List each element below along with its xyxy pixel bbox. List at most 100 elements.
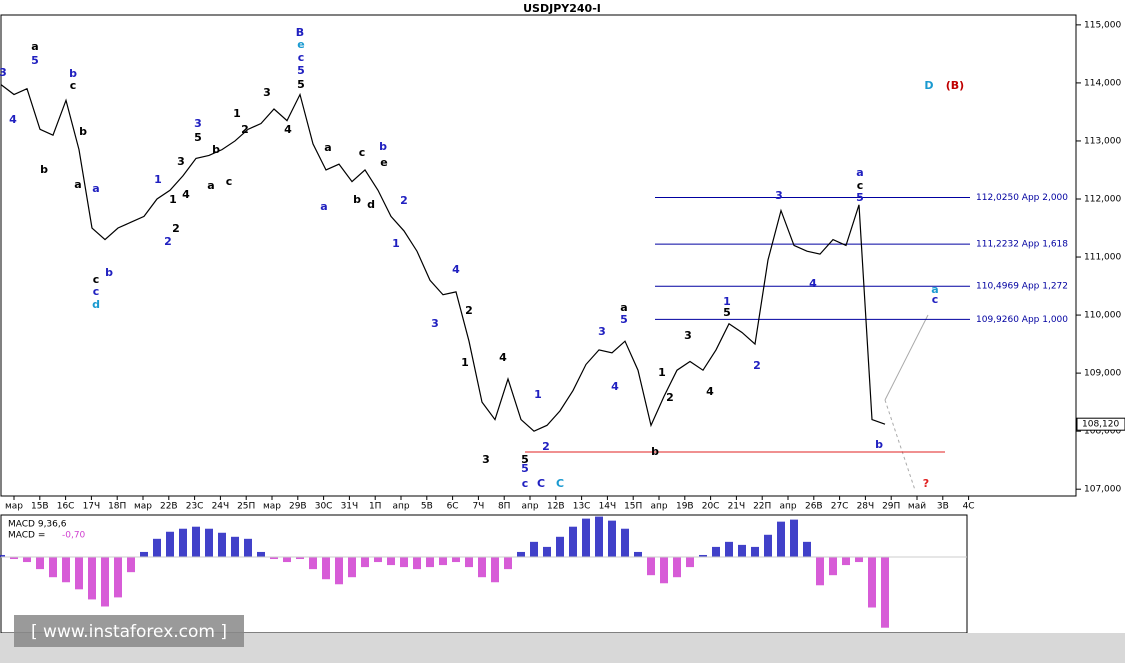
macd-bar xyxy=(777,521,785,557)
x-tick-label: 12В xyxy=(547,502,565,512)
macd-bar xyxy=(634,551,642,557)
y-tick-label: 108,000 xyxy=(1084,427,1121,437)
macd-bar xyxy=(322,557,330,580)
x-tick-label: 23С xyxy=(186,502,204,512)
wave-label: 3 xyxy=(263,86,271,99)
fib-label: 111,2232 App 1,618 xyxy=(976,240,1068,250)
wave-label: a xyxy=(856,166,863,179)
wave-label: 4 xyxy=(182,188,190,201)
macd-bar xyxy=(218,532,226,557)
x-tick-label: 17Ч xyxy=(83,502,101,512)
x-tick-label: 18П xyxy=(108,502,126,512)
fib-label: 109,9260 App 1,000 xyxy=(976,315,1068,325)
wave-label: c xyxy=(932,293,939,306)
macd-bar xyxy=(439,557,447,566)
wave-label: 4 xyxy=(706,385,714,398)
wave-label: 2 xyxy=(172,222,180,235)
macd-bar xyxy=(36,557,44,570)
y-tick-label: 110,000 xyxy=(1084,311,1121,321)
wave-label: 1 xyxy=(169,193,177,206)
wave-label: c xyxy=(522,477,529,490)
wave-label: c xyxy=(298,51,305,64)
x-tick-label: 5В xyxy=(421,502,433,512)
chart-title: USDJPY240-I xyxy=(523,2,601,15)
wave-label: 5 xyxy=(194,131,202,144)
macd-bar xyxy=(192,526,200,557)
x-tick-label: 16С xyxy=(57,502,75,512)
y-tick-label: 115,000 xyxy=(1084,20,1121,30)
wave-label: 3 xyxy=(482,453,490,466)
x-tick-label: 24Ч xyxy=(212,502,230,512)
x-tick-label: мар xyxy=(134,502,152,512)
x-tick-label: 27С xyxy=(831,502,849,512)
x-tick-label: 4С xyxy=(963,502,975,512)
macd-bar xyxy=(88,557,96,600)
projection-line xyxy=(884,314,929,401)
x-tick-label: 22П xyxy=(753,502,771,512)
x-tick-label: 30С xyxy=(315,502,333,512)
wave-label: 3 xyxy=(0,66,7,79)
wave-label: 2 xyxy=(164,235,172,248)
macd-bar xyxy=(114,557,122,598)
wave-label: 5 xyxy=(856,191,864,204)
wave-label: 2 xyxy=(753,359,761,372)
price-line xyxy=(0,84,886,432)
wave-label: b xyxy=(379,140,387,153)
x-tick-label: 3В xyxy=(937,502,949,512)
macd-bar xyxy=(62,557,70,583)
x-tick-label: 7Ч xyxy=(472,502,484,512)
macd-bar xyxy=(660,557,668,584)
wave-label: 3 xyxy=(194,117,202,130)
x-tick-label: 29П xyxy=(882,502,900,512)
wave-label: b xyxy=(353,193,361,206)
wave-label: C xyxy=(556,477,564,490)
wave-label: ? xyxy=(923,477,929,490)
wave-label: B xyxy=(296,26,304,39)
wave-label: 4 xyxy=(9,113,17,126)
macd-bar xyxy=(517,551,525,557)
wave-label: 5 xyxy=(521,462,529,475)
wave-label: 2 xyxy=(400,194,408,207)
wave-label: c xyxy=(857,179,864,192)
macd-bar xyxy=(829,557,837,576)
macd-bar xyxy=(543,546,551,557)
macd-bar xyxy=(530,541,538,557)
macd-bar xyxy=(374,557,382,563)
macd-bar xyxy=(309,557,317,570)
wave-label: c xyxy=(93,285,100,298)
macd-bar xyxy=(23,557,31,563)
wave-label: b xyxy=(875,438,883,451)
main-frame xyxy=(0,14,1077,497)
macd-bar xyxy=(686,557,694,568)
macd-bar xyxy=(855,557,863,563)
macd-bar xyxy=(465,557,473,568)
x-tick-label: 8П xyxy=(498,502,511,512)
x-tick-label: мар xyxy=(5,502,23,512)
wave-label: e xyxy=(380,156,387,169)
x-tick-label: 22В xyxy=(160,502,178,512)
macd-bar xyxy=(231,536,239,557)
wave-label: 5 xyxy=(521,453,529,466)
x-tick-label: 15В xyxy=(31,502,49,512)
macd-bar xyxy=(166,531,174,557)
macd-bar xyxy=(153,538,161,557)
y-tick-label: 107,000 xyxy=(1084,485,1121,495)
x-tick-label: апр xyxy=(392,502,409,512)
macd-bar xyxy=(0,554,5,557)
macd-bar xyxy=(569,526,577,557)
macd-bar xyxy=(595,516,603,557)
macd-bar xyxy=(140,551,148,557)
wave-label: 1 xyxy=(233,107,241,120)
x-tick-label: апр xyxy=(650,502,667,512)
x-tick-label: 1П xyxy=(369,502,382,512)
macd-bar xyxy=(49,557,57,578)
macd-bar xyxy=(348,557,356,578)
wave-label: 1 xyxy=(154,173,162,186)
macd-bar xyxy=(75,557,83,590)
wave-label: a xyxy=(324,141,331,154)
wave-label: b xyxy=(69,67,77,80)
wave-label: 3 xyxy=(775,189,783,202)
macd-bar xyxy=(790,519,798,557)
wave-label: 2 xyxy=(666,391,674,404)
